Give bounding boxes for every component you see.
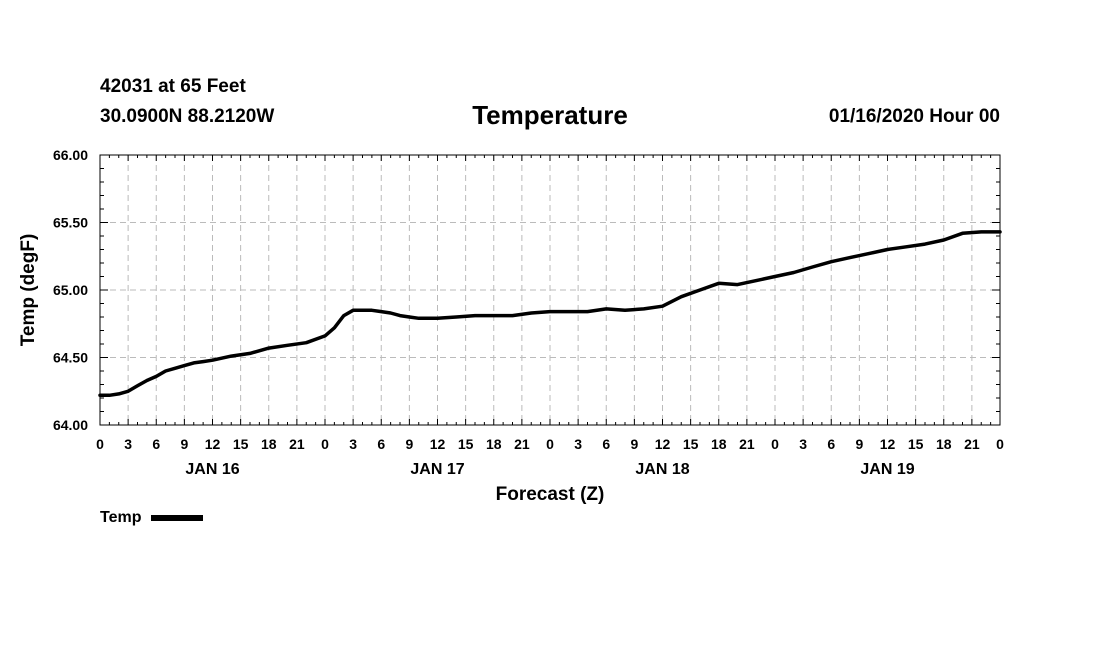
y-tick-label: 64.50: [53, 350, 88, 366]
x-tick-label: 9: [630, 436, 638, 452]
x-tick-label: 21: [514, 436, 530, 452]
x-axis-title: Forecast (Z): [496, 484, 605, 505]
legend-label: Temp: [100, 509, 142, 526]
x-tick-label: 6: [377, 436, 385, 452]
x-tick-label: 6: [827, 436, 835, 452]
legend: Temp: [100, 509, 204, 527]
axes: 0 3 6 9 12 15 18 21 0 3 6 9 12 15 18 21 0 3 6 9 12 15 18 21 0 3 6 9…: [53, 147, 1004, 478]
x-tick-label: 3: [349, 436, 357, 452]
run-time: 01/16/2020 Hour 00: [828, 106, 1000, 127]
x-tick-label: 9: [180, 436, 188, 452]
x-tick-label: 0: [996, 436, 1004, 452]
x-tick-label: 3: [124, 436, 132, 452]
day-label: JAN 19: [860, 461, 914, 478]
x-tick-label: 15: [683, 436, 699, 452]
x-tick-label: 3: [799, 436, 807, 452]
x-tick-label: 6: [602, 436, 610, 452]
x-tick-label: 21: [739, 436, 755, 452]
plot-frame: [99, 154, 1001, 426]
x-tick-label: 9: [855, 436, 863, 452]
x-tick-label: 0: [96, 436, 104, 452]
y-tick-label: 65.00: [53, 282, 88, 298]
day-label: JAN 18: [635, 461, 689, 478]
y-tick-label: 64.00: [53, 417, 88, 433]
station-title: 42031 at 65 Feet: [100, 76, 246, 97]
x-tick-label: 18: [486, 436, 502, 452]
x-tick-label: 3: [574, 436, 582, 452]
y-tick-label: 66.00: [53, 147, 88, 163]
legend-swatch: [151, 515, 204, 521]
x-tick-label: 18: [261, 436, 277, 452]
day-label: JAN 16: [185, 461, 239, 478]
day-label: JAN 17: [410, 461, 464, 478]
x-tick-label: 0: [321, 436, 329, 452]
x-tick-label: 0: [771, 436, 779, 452]
x-tick-label: 15: [458, 436, 474, 452]
grid: [100, 155, 1000, 425]
station-coordinates: 30.0900N 88.2120W: [100, 106, 275, 127]
y-axis-title: Temp (degF): [18, 234, 39, 347]
x-tick-label: 15: [908, 436, 924, 452]
series: [98, 230, 1002, 398]
x-tick-label: 21: [289, 436, 305, 452]
y-tick-label: 65.50: [53, 215, 88, 231]
chart-title: Temperature: [472, 100, 628, 130]
temp-series-line: [98, 230, 1002, 398]
x-tick-label: 12: [430, 436, 446, 452]
x-tick-label: 6: [152, 436, 160, 452]
x-tick-label: 15: [233, 436, 249, 452]
x-tick-label: 9: [405, 436, 413, 452]
x-tick-label: 21: [964, 436, 980, 452]
x-tick-label: 12: [655, 436, 671, 452]
x-tick-label: 18: [936, 436, 952, 452]
x-tick-label: 12: [205, 436, 221, 452]
x-tick-label: 0: [546, 436, 554, 452]
x-tick-label: 18: [711, 436, 727, 452]
x-tick-label: 12: [880, 436, 896, 452]
